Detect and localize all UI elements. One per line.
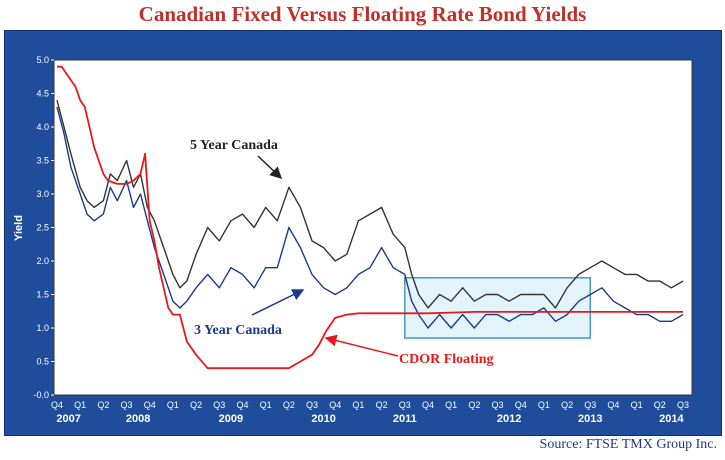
y-tick-label: 4.5 bbox=[36, 89, 49, 99]
x-tick-label: Q4 bbox=[144, 400, 156, 410]
annotation-5yr: 5 Year Canada bbox=[190, 138, 278, 153]
y-axis-label: Yield bbox=[13, 215, 25, 241]
arrow-3yr bbox=[251, 289, 305, 316]
y-tick-label: -0.0 bbox=[33, 390, 49, 400]
x-tick-label: Q4 bbox=[236, 400, 248, 410]
x-tick-label: Q1 bbox=[631, 400, 643, 410]
series-line-3-year-canada bbox=[56, 106, 684, 329]
series-line-cdor-floating bbox=[57, 65, 683, 370]
x-tick-label: Q4 bbox=[422, 400, 434, 410]
year-label: 2014 bbox=[659, 413, 684, 425]
x-tick-label: Q2 bbox=[376, 400, 388, 410]
x-axis: Q4 Q1 Q2 Q3 Q4 Q1 Q2 Q3 Q4 Q1 Q2 Q3 Q4 Q1 Q2 Q3 Q4 Q1 Q2 Q3… bbox=[51, 400, 689, 425]
x-tick-label: Q4 bbox=[329, 400, 341, 410]
x-tick-label: Q3 bbox=[213, 400, 225, 410]
x-tick-label: Q4 bbox=[515, 400, 527, 410]
x-tick-label: Q3 bbox=[677, 400, 689, 410]
x-tick-label: Q4 bbox=[607, 400, 619, 410]
x-tick-label: Q1 bbox=[445, 400, 457, 410]
x-tick-label: Q3 bbox=[399, 400, 411, 410]
x-tick-label: Q1 bbox=[538, 400, 550, 410]
y-axis: 5.0 4.5 4.0 3.5 3.0 2.5 2.0 1.5 1.0 0.5 -0.0 bbox=[33, 55, 54, 400]
y-tick-label: 1.0 bbox=[36, 323, 49, 333]
plot-area bbox=[53, 59, 693, 396]
series-line-5-year-canada bbox=[56, 100, 684, 309]
y-tick-label: 0.5 bbox=[36, 357, 49, 367]
x-tick-label: Q2 bbox=[190, 400, 202, 410]
x-tick-label: Q1 bbox=[260, 400, 272, 410]
y-tick-label: 2.0 bbox=[36, 256, 49, 266]
year-label: 2008 bbox=[126, 413, 150, 425]
annotation-3yr: 3 Year Canada bbox=[194, 323, 282, 338]
year-label: 2009 bbox=[219, 413, 243, 425]
x-tick-label: Q3 bbox=[121, 400, 133, 410]
arrow-cdor bbox=[324, 334, 399, 357]
y-tick-label: 5.0 bbox=[36, 55, 49, 65]
y-tick-label: 2.5 bbox=[36, 223, 49, 233]
year-label: 2012 bbox=[497, 413, 521, 425]
source-note: Source: FTSE TMX Group Inc. bbox=[539, 437, 717, 452]
year-label: 2007 bbox=[56, 413, 80, 425]
x-tick-label: Q4 bbox=[51, 400, 63, 410]
highlight-box bbox=[404, 277, 592, 339]
y-tick-label: 1.5 bbox=[36, 290, 49, 300]
y-tick-label: 3.5 bbox=[36, 156, 49, 166]
x-tick-label: Q2 bbox=[283, 400, 295, 410]
y-tick-label: 3.0 bbox=[36, 189, 49, 199]
x-tick-label: Q3 bbox=[584, 400, 596, 410]
year-label: 2013 bbox=[578, 413, 602, 425]
chart-title: Canadian Fixed Versus Floating Rate Bond… bbox=[138, 2, 587, 26]
series-lines bbox=[56, 65, 684, 370]
y-tick-label: 4.0 bbox=[36, 122, 49, 132]
annotations: 5 Year Canada 3 Year Canada CDOR Floatin… bbox=[190, 138, 494, 367]
x-tick-label: Q3 bbox=[306, 400, 318, 410]
arrow-5yr bbox=[257, 155, 283, 180]
x-tick-label: Q1 bbox=[74, 400, 86, 410]
year-label: 2010 bbox=[311, 413, 335, 425]
x-tick-label: Q2 bbox=[654, 400, 666, 410]
x-tick-label: Q2 bbox=[97, 400, 109, 410]
year-label: 2011 bbox=[393, 413, 417, 425]
x-tick-label: Q2 bbox=[468, 400, 480, 410]
x-tick-label: Q1 bbox=[352, 400, 364, 410]
x-tick-label: Q3 bbox=[492, 400, 504, 410]
annotation-cdor: CDOR Floating bbox=[399, 352, 494, 367]
x-tick-label: Q1 bbox=[167, 400, 179, 410]
x-tick-label: Q2 bbox=[561, 400, 573, 410]
